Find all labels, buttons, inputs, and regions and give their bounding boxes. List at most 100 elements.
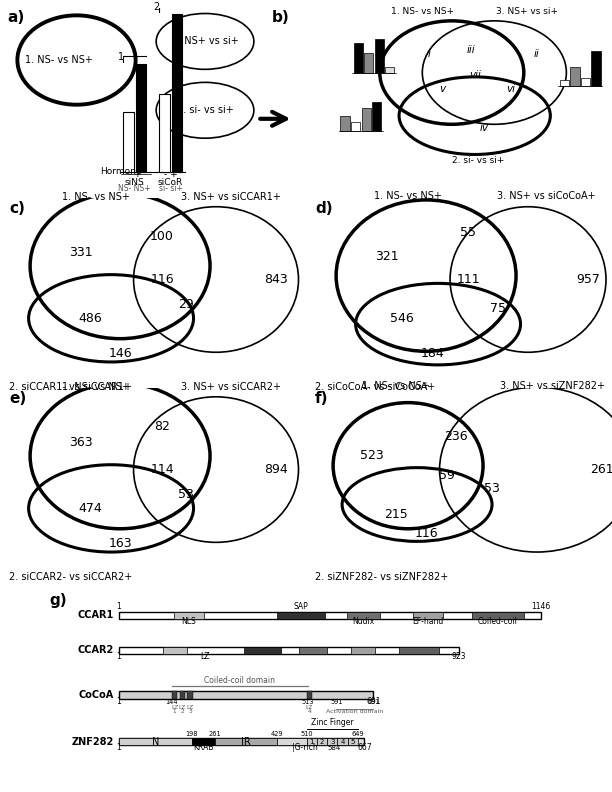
- Text: Zinc Finger: Zinc Finger: [311, 718, 354, 727]
- Text: 1: 1: [173, 709, 176, 714]
- Bar: [244, 647, 281, 654]
- Text: 843: 843: [264, 273, 288, 286]
- Bar: [136, 63, 146, 172]
- Text: 1. NS- vs NS+: 1. NS- vs NS+: [62, 192, 130, 202]
- Text: 523: 523: [360, 450, 384, 463]
- Text: i: i: [427, 49, 430, 59]
- Text: KRAB: KRAB: [193, 743, 214, 752]
- Text: 691: 691: [366, 696, 381, 706]
- Text: 1. NS- vs NS+: 1. NS- vs NS+: [362, 381, 430, 391]
- Text: d): d): [315, 201, 333, 216]
- Text: a): a): [7, 10, 24, 25]
- Text: 1. NS- vs NS+: 1. NS- vs NS+: [374, 191, 442, 201]
- Text: Nudix: Nudix: [353, 617, 375, 626]
- Text: 163: 163: [108, 537, 132, 550]
- Text: LZ: LZ: [305, 705, 313, 710]
- Text: 146: 146: [108, 347, 132, 360]
- Text: 649: 649: [351, 730, 364, 737]
- Text: 236: 236: [444, 430, 468, 443]
- Text: CCAR2: CCAR2: [77, 645, 114, 656]
- Text: IR: IR: [241, 737, 251, 747]
- Bar: [581, 78, 590, 86]
- Bar: [119, 647, 458, 654]
- Bar: [364, 53, 373, 73]
- Bar: [119, 691, 373, 699]
- Text: Hormone: Hormone: [100, 167, 141, 177]
- Text: 1. NS- vs NS+: 1. NS- vs NS+: [391, 7, 454, 16]
- Text: 2: 2: [181, 709, 184, 714]
- Text: 3. NS+ vs siCoCoA+: 3. NS+ vs siCoCoA+: [497, 191, 595, 201]
- Bar: [570, 67, 580, 86]
- Text: 3. NS+ vs si+: 3. NS+ vs si+: [496, 7, 558, 16]
- Bar: [172, 691, 177, 699]
- Text: - +: - +: [164, 170, 177, 179]
- Bar: [591, 51, 600, 86]
- Text: LZ: LZ: [171, 705, 178, 710]
- Bar: [119, 738, 364, 745]
- Text: 100: 100: [150, 230, 174, 243]
- Text: 82: 82: [154, 421, 170, 433]
- Text: 1146: 1146: [531, 603, 550, 611]
- Text: CoCoA: CoCoA: [78, 690, 114, 700]
- Text: 144: 144: [166, 699, 178, 705]
- Text: 2: 2: [154, 2, 160, 12]
- Text: b): b): [272, 10, 289, 25]
- Text: 429: 429: [271, 730, 283, 737]
- Text: 1: 1: [117, 652, 121, 661]
- Text: 584: 584: [327, 745, 340, 751]
- Text: 2. si- vs si+: 2. si- vs si+: [177, 105, 233, 116]
- Text: 3. NS+ vs si+: 3. NS+ vs si+: [171, 36, 239, 47]
- Text: 957: 957: [576, 273, 600, 286]
- Bar: [307, 738, 317, 745]
- Text: 510: 510: [300, 730, 313, 737]
- Bar: [299, 647, 327, 654]
- Text: 198: 198: [185, 730, 198, 737]
- Text: 321: 321: [375, 249, 399, 263]
- Bar: [472, 611, 524, 619]
- Text: c): c): [9, 201, 25, 216]
- Text: 1: 1: [117, 696, 121, 706]
- Bar: [362, 108, 371, 131]
- Text: LZ: LZ: [179, 705, 186, 710]
- Text: 114: 114: [150, 463, 174, 476]
- Text: 55: 55: [460, 227, 476, 239]
- Text: 546: 546: [390, 312, 414, 325]
- Text: 116: 116: [150, 273, 174, 286]
- Text: 29: 29: [178, 299, 194, 311]
- Text: 2: 2: [320, 739, 324, 744]
- Bar: [174, 611, 204, 619]
- Text: 215: 215: [384, 508, 408, 520]
- Text: 59: 59: [439, 469, 455, 482]
- Text: vii: vii: [469, 70, 480, 81]
- Bar: [307, 691, 312, 699]
- Bar: [337, 738, 348, 745]
- Text: 3: 3: [330, 739, 335, 744]
- Bar: [385, 67, 394, 73]
- Bar: [159, 93, 170, 172]
- Bar: [277, 611, 325, 619]
- Text: 474: 474: [78, 502, 102, 515]
- Bar: [347, 611, 380, 619]
- Text: 4: 4: [307, 709, 311, 714]
- Bar: [119, 738, 192, 745]
- Text: e): e): [9, 391, 26, 406]
- Bar: [351, 121, 360, 131]
- Bar: [348, 738, 358, 745]
- Bar: [123, 112, 133, 172]
- Bar: [187, 691, 193, 699]
- Text: g): g): [49, 593, 67, 608]
- Text: 591: 591: [330, 699, 343, 705]
- Text: LZ: LZ: [187, 705, 193, 710]
- Text: 667: 667: [357, 743, 371, 752]
- Text: 2. siZNF282- vs siZNF282+: 2. siZNF282- vs siZNF282+: [315, 573, 449, 582]
- Bar: [171, 13, 182, 172]
- Text: 3: 3: [188, 709, 192, 714]
- Text: 691: 691: [367, 699, 379, 705]
- Text: 116: 116: [414, 527, 438, 540]
- Text: 1: 1: [117, 603, 121, 611]
- Text: siCoR: siCoR: [158, 177, 183, 187]
- Text: LZ: LZ: [201, 652, 210, 661]
- Text: NLS: NLS: [182, 617, 196, 626]
- Bar: [340, 116, 349, 131]
- Text: 1. NS- vs NS+: 1. NS- vs NS+: [24, 55, 92, 65]
